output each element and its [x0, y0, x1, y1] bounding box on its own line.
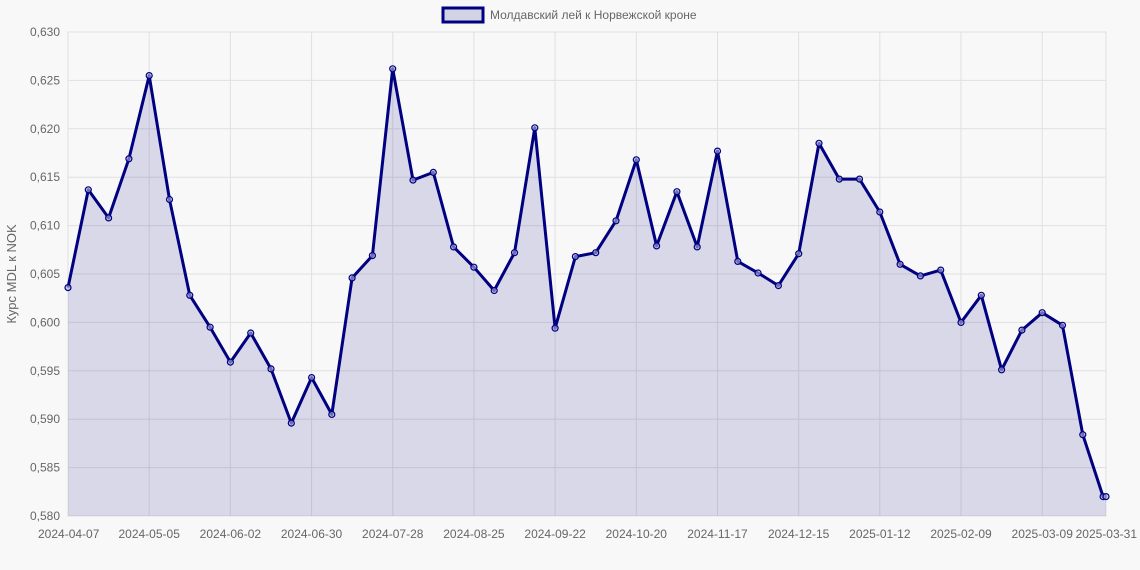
data-point [1102, 493, 1110, 501]
data-point [916, 272, 925, 280]
x-tick-label: 2024-05-05 [118, 527, 180, 541]
data-point [774, 282, 783, 290]
legend-swatch[interactable] [441, 6, 485, 24]
y-tick-label: 0,580 [30, 509, 60, 523]
data-point [104, 214, 113, 222]
y-tick-label: 0,610 [30, 219, 60, 233]
data-point [612, 217, 620, 225]
data-point [592, 249, 600, 257]
y-tick-label: 0,595 [30, 364, 60, 378]
data-point [997, 366, 1006, 374]
x-tick-label: 2024-07-28 [362, 527, 424, 541]
series-points [64, 65, 1110, 501]
data-point [328, 410, 336, 418]
data-point [429, 168, 437, 176]
data-point [957, 318, 965, 326]
y-tick-label: 0,600 [30, 315, 60, 329]
data-point [855, 175, 864, 183]
data-point [389, 65, 397, 73]
data-point [876, 208, 884, 216]
x-tick-label: 2024-06-02 [200, 527, 262, 541]
data-point [795, 250, 803, 258]
y-tick-label: 0,605 [30, 267, 60, 281]
x-tick-label: 2024-08-25 [443, 527, 505, 541]
data-point [977, 291, 985, 299]
data-point [713, 147, 722, 155]
data-point [287, 419, 295, 427]
legend[interactable]: Молдавский лей к Норвежской кроне [441, 6, 697, 24]
x-tick-label: 2025-02-09 [930, 527, 992, 541]
data-point [835, 175, 843, 183]
x-tick-label: 2024-11-17 [687, 527, 748, 541]
data-point [1018, 326, 1026, 334]
data-point [450, 243, 458, 251]
data-point [165, 195, 174, 204]
data-point [734, 257, 742, 265]
data-point [652, 242, 661, 250]
data-point [632, 156, 640, 164]
y-tick-labels: 0,630 0,625 0,620 0,615 0,610 0,605 0,600 0,595… [30, 25, 60, 523]
data-point [551, 324, 559, 332]
data-point [470, 263, 478, 271]
data-point [145, 71, 153, 80]
y-tick-label: 0,615 [30, 170, 60, 184]
legend-label[interactable]: Молдавский лей к Норвежской кроне [490, 8, 697, 22]
data-point [1038, 309, 1046, 317]
x-tick-label: 2025-03-31 [1076, 527, 1138, 541]
y-tick-label: 0,590 [30, 412, 60, 426]
data-point [937, 266, 945, 274]
x-tick-label: 2024-12-15 [768, 527, 830, 541]
data-point [1079, 431, 1087, 439]
data-point [247, 329, 255, 337]
data-point [64, 284, 72, 292]
x-tick-label: 2024-04-07 [38, 527, 100, 541]
data-point [409, 176, 417, 184]
data-point [186, 291, 194, 299]
data-point [125, 155, 133, 163]
data-point [693, 243, 701, 251]
data-point [754, 269, 762, 277]
y-tick-label: 0,625 [30, 73, 60, 87]
data-point [84, 186, 92, 194]
data-point [368, 252, 376, 260]
grid [67, 31, 1107, 517]
data-point [1058, 321, 1067, 329]
data-point [896, 260, 904, 268]
x-tick-label: 2024-09-22 [524, 527, 586, 541]
y-axis-label: Курс MDL к NOK [4, 224, 19, 324]
x-tick-labels: 2024-04-07 2024-05-05 2024-06-02 2024-06-30… [38, 527, 1137, 541]
data-point [308, 374, 316, 382]
data-point [571, 253, 580, 261]
data-point [490, 286, 498, 295]
data-point [348, 274, 356, 282]
data-point [673, 188, 681, 196]
data-point [226, 358, 234, 366]
data-point [531, 124, 539, 132]
x-tick-label: 2025-01-12 [849, 527, 911, 541]
x-tick-label: 2025-03-09 [1012, 527, 1074, 541]
data-point [510, 249, 519, 257]
data-point [815, 139, 823, 147]
data-point [206, 323, 214, 331]
x-tick-label: 2024-06-30 [281, 527, 343, 541]
y-tick-label: 0,585 [30, 461, 60, 475]
y-tick-label: 0,620 [30, 122, 60, 136]
series-area [66, 67, 1106, 517]
data-point [267, 365, 275, 373]
y-tick-label: 0,630 [30, 25, 60, 39]
x-tick-label: 2024-10-20 [606, 527, 668, 541]
